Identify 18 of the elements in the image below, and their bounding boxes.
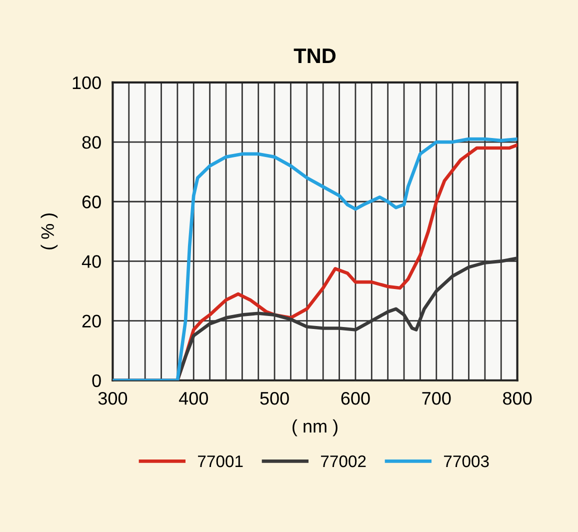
y-axis-title: ( % ) [40, 213, 58, 250]
x-tick-label: 300 [98, 392, 128, 405]
chart-title: TND [294, 48, 336, 64]
y-tick-label: 0 [92, 374, 101, 388]
y-tick-label: 40 [82, 255, 101, 268]
legend-label: 77001 [198, 455, 243, 468]
legend-label: 77002 [321, 455, 366, 468]
y-tick-label: 20 [82, 314, 101, 328]
y-tick-label: 80 [82, 136, 101, 149]
legend-label: 77003 [444, 455, 489, 468]
y-tick-label: 60 [82, 196, 101, 208]
x-tick-label: 600 [341, 392, 370, 405]
x-tick-label: 400 [178, 392, 208, 405]
x-tick-label: 800 [503, 392, 532, 405]
x-axis-title: ( nm ) [292, 419, 338, 436]
y-tick-label: 100 [72, 76, 101, 90]
x-tick-label: 700 [422, 392, 451, 405]
x-tick-label: 500 [260, 392, 289, 405]
